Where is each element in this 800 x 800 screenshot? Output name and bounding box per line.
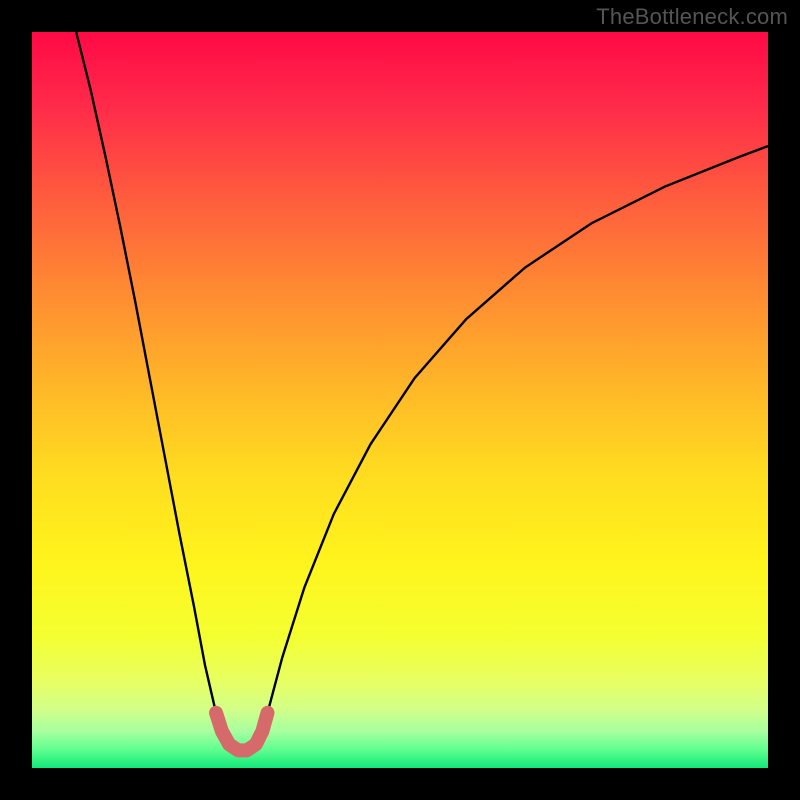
curves-layer [32, 32, 768, 768]
watermark-text: TheBottleneck.com [596, 4, 788, 30]
curve-black-right [268, 146, 768, 713]
curve-red-valley [216, 713, 268, 751]
plot-area [32, 32, 768, 768]
curve-black-left [76, 32, 216, 713]
chart-container: TheBottleneck.com [0, 0, 800, 800]
